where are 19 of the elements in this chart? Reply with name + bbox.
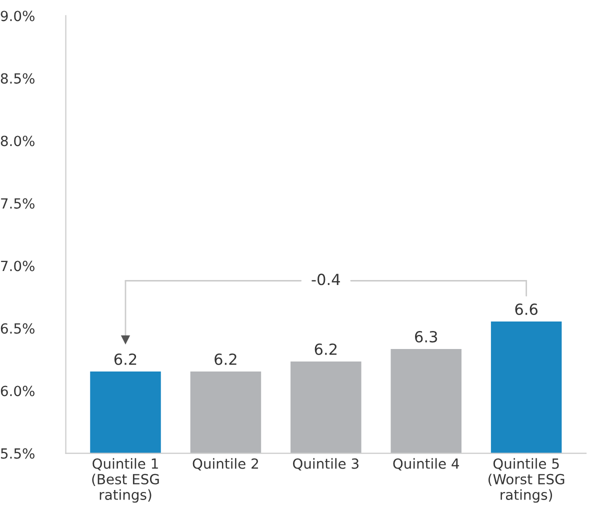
data-label: 6.2 <box>314 343 337 356</box>
data-label: 6.2 <box>214 353 236 366</box>
x-tick-label: Quintile 3 <box>293 458 358 470</box>
y-tick-label: 7.0% <box>1 260 34 272</box>
y-tick-label: 6.0% <box>0 386 34 396</box>
x-tick-label: Quintile 1 (Best ESG ratings) <box>92 458 159 503</box>
y-tick-label: 5.5% <box>1 448 34 459</box>
y-tick-label: 9.0% <box>0 10 34 22</box>
y-tick-label: 8.0% <box>0 136 34 146</box>
x-tick-label: Quintile 4 <box>393 458 460 470</box>
data-label: 6.6 <box>515 303 538 316</box>
y-tick-label: 6.5% <box>0 323 34 334</box>
annotation: -0.4 <box>312 274 340 286</box>
x-tick-label: Quintile 5 (Worst ESG ratings) <box>488 458 564 503</box>
y-tick-label: 7.5% <box>1 198 34 209</box>
data-label: 6.3 <box>415 330 438 343</box>
data-label: 6.2 <box>114 353 136 366</box>
y-tick-label: 8.5% <box>0 73 34 84</box>
x-tick-label: Quintile 2 <box>192 458 258 470</box>
